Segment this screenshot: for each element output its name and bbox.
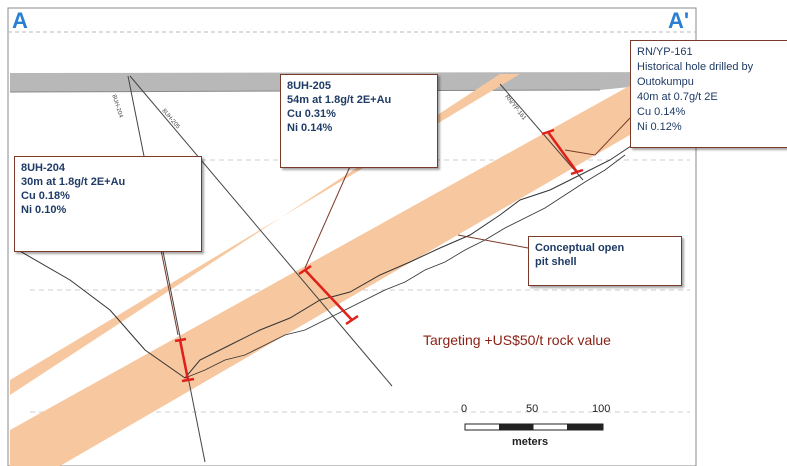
scale-tick-100: 100 [592,403,611,415]
callout-line: Outokumpu [637,76,694,88]
leader-8uh-205 [304,161,353,269]
leader-rn-yp-161 [564,117,631,156]
intercept-8uh-205 [298,264,359,326]
callout-line: Ni 0.10% [21,204,67,216]
callout-rn-yp-161: RN/YP-161 Historical hole drilled by Out… [630,40,787,148]
section-frame [7,7,697,466]
leader-8uh-204 [159,244,179,336]
target-annotation: Targeting +US$50/t rock value [423,332,611,348]
callout-pit-shell: Conceptual open pit shell [528,236,682,286]
callout-line: RN/YP-161 [637,46,693,58]
leader-pit-shell [457,234,529,249]
drill-hole-8uh-205 [129,75,393,387]
callout-8uh-204: 8UH-204 30m at 1.8g/t 2E+Au Cu 0.18% Ni … [14,156,202,252]
callout-line: Conceptual open [535,242,625,254]
callout-line: pit shell [535,256,577,268]
main-orebody [10,60,690,466]
intercept-rn-yp-161 [541,128,584,176]
scale-tick-0: 0 [461,403,468,415]
callout-8uh-205: 8UH-205 54m at 1.8g/t 2E+Au Cu 0.31% Ni … [280,74,438,168]
scale-bar [464,423,604,431]
intercept-8uh-204 [174,337,195,383]
scale-tick-50: 50 [526,403,539,415]
callout-line: Ni 0.12% [637,121,682,133]
callout-line: Historical hole drilled by [637,61,754,73]
section-label-right: A' [668,8,690,33]
callout-line: 54m at 1.8g/t 2E+Au [287,94,392,106]
pit-shell-outline [17,99,691,379]
callout-line: 8UH-205 [287,80,332,92]
callout-line: 40m at 0.7g/t 2E [637,91,718,103]
callout-line: Cu 0.18% [21,190,70,202]
scale-unit: meters [512,436,549,448]
callout-line: Cu 0.14% [637,106,686,118]
drill-hole-8uh-204 [127,75,206,463]
callout-line: 8UH-204 [21,162,66,174]
section-label-left: A [12,8,28,33]
callout-line: 30m at 1.8g/t 2E+Au [21,176,126,188]
pit-shell-steps [184,154,626,379]
drill-hole-rn-yp-161 [499,83,584,181]
callout-line: Cu 0.31% [287,108,336,120]
callout-line: Ni 0.14% [287,122,333,134]
